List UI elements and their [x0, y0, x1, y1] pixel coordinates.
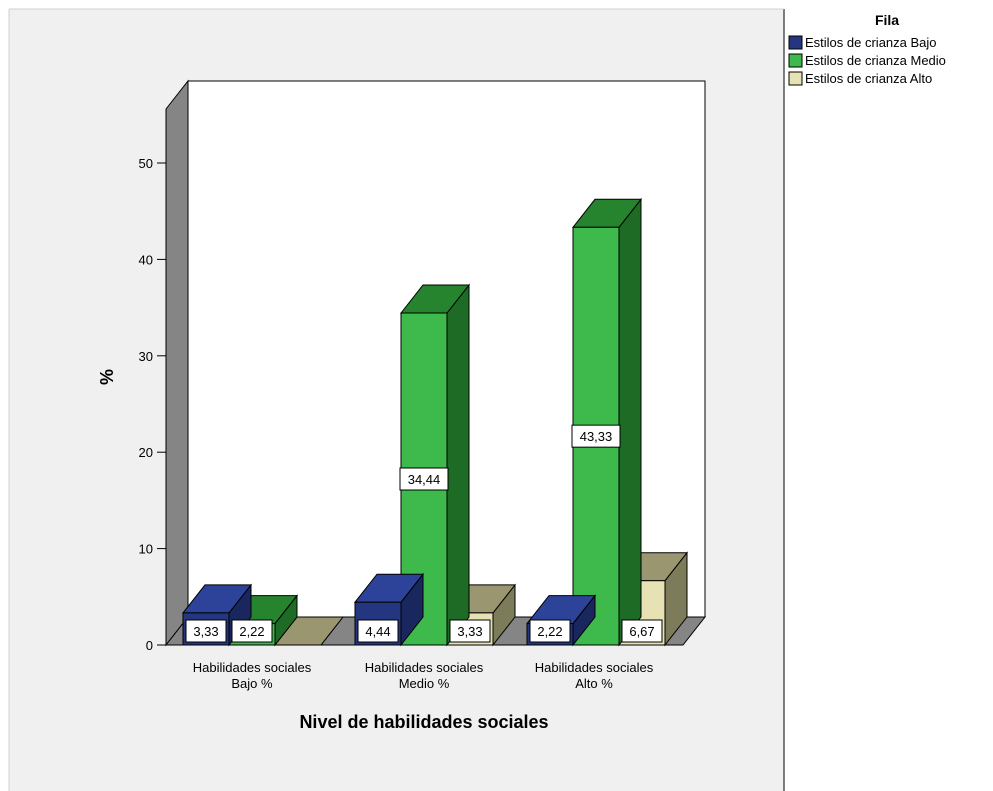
data-label: 34,44	[399, 467, 449, 491]
bar-side	[446, 283, 470, 647]
data-label-text: 4,44	[365, 624, 390, 639]
legend-item: Estilos de crianza Bajo	[788, 35, 937, 50]
data-label-text: 2,22	[537, 624, 562, 639]
legend-label: Estilos de crianza Bajo	[805, 35, 937, 50]
data-label: 43,33	[571, 424, 621, 448]
data-label-text: 3,33	[193, 624, 218, 639]
data-label: 2,22	[231, 619, 273, 643]
y-tick-label: 10	[139, 542, 153, 557]
data-label: 3,33	[185, 619, 227, 643]
data-label-text: 34,44	[408, 472, 441, 487]
data-label: 4,44	[357, 619, 399, 643]
category-labels: Habilidades sociales Bajo % Habilidades so…	[193, 660, 654, 691]
data-label-box	[399, 467, 449, 491]
legend-title: Fila	[875, 12, 899, 28]
data-label: 3,33	[449, 619, 491, 643]
data-label-text: 6,67	[629, 624, 654, 639]
y-tick-label: 30	[139, 349, 153, 364]
legend-swatch	[788, 35, 803, 50]
legend-item: Estilos de crianza Medio	[788, 53, 946, 68]
data-label-box	[529, 619, 571, 643]
data-label-text: 3,33	[457, 624, 482, 639]
y-axis-ticks: 0 10 20 30 40 50	[139, 156, 166, 653]
y-tick-label: 40	[139, 252, 153, 267]
y-tick-label: 50	[139, 156, 153, 171]
x-tick-label: Habilidades sociales Medio %	[365, 660, 484, 691]
legend-label: Estilos de crianza Medio	[805, 53, 946, 68]
data-label: 2,22	[529, 619, 571, 643]
legend-label: Estilos de crianza Alto	[805, 71, 932, 86]
legend-swatch	[788, 53, 803, 68]
x-tick-label: Habilidades sociales Alto %	[535, 660, 654, 691]
legend: Fila Estilos de crianza Bajo Estilos de c…	[788, 12, 946, 86]
legend-swatch	[788, 71, 803, 86]
x-tick-label: Habilidades sociales Bajo %	[193, 660, 312, 691]
y-axis-title: %	[97, 369, 117, 385]
data-label: 6,67	[621, 619, 663, 643]
bar-side	[618, 197, 642, 647]
legend-item: Estilos de crianza Alto	[788, 71, 932, 86]
data-label-box	[571, 424, 621, 448]
data-label-box	[357, 619, 399, 643]
bar	[571, 197, 643, 647]
data-label-text: 2,22	[239, 624, 264, 639]
y-tick-label: 0	[146, 638, 153, 653]
data-label-text: 43,33	[580, 429, 613, 444]
data-label-box	[231, 619, 273, 643]
data-label-box	[185, 619, 227, 643]
data-labels: 3,33 2,22 4,44 34,44 3,33 2,22 43,33 6,67	[185, 424, 663, 643]
x-axis-title: Nivel de habilidades sociales	[299, 712, 548, 732]
data-label-box	[621, 619, 663, 643]
data-label-box	[449, 619, 491, 643]
side-wall	[165, 79, 189, 647]
y-tick-label: 20	[139, 445, 153, 460]
